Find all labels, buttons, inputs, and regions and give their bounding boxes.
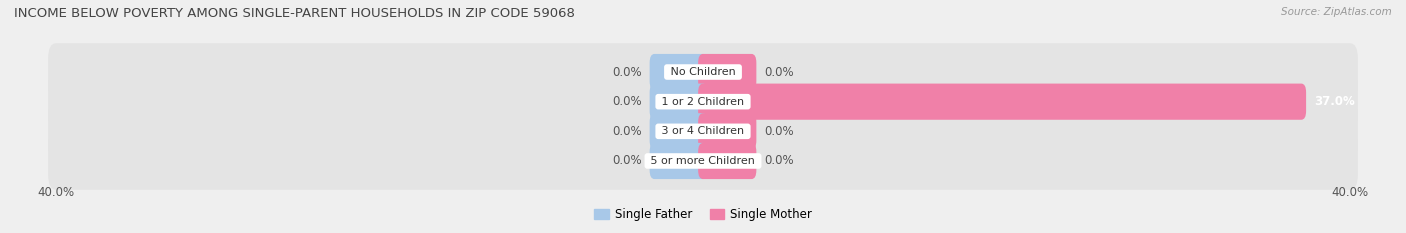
FancyBboxPatch shape [699, 113, 756, 149]
FancyBboxPatch shape [650, 143, 707, 179]
Text: 0.0%: 0.0% [765, 125, 794, 138]
FancyBboxPatch shape [650, 84, 707, 120]
FancyBboxPatch shape [48, 73, 1358, 130]
Legend: Single Father, Single Mother: Single Father, Single Mother [589, 203, 817, 225]
FancyBboxPatch shape [650, 54, 707, 90]
Text: 0.0%: 0.0% [612, 95, 641, 108]
FancyBboxPatch shape [699, 84, 1306, 120]
Text: 5 or more Children: 5 or more Children [647, 156, 759, 166]
Text: 0.0%: 0.0% [612, 154, 641, 168]
Text: 0.0%: 0.0% [612, 65, 641, 79]
Text: Source: ZipAtlas.com: Source: ZipAtlas.com [1281, 7, 1392, 17]
Text: 0.0%: 0.0% [765, 154, 794, 168]
Text: 0.0%: 0.0% [765, 65, 794, 79]
Text: 3 or 4 Children: 3 or 4 Children [658, 126, 748, 136]
Text: INCOME BELOW POVERTY AMONG SINGLE-PARENT HOUSEHOLDS IN ZIP CODE 59068: INCOME BELOW POVERTY AMONG SINGLE-PARENT… [14, 7, 575, 20]
Text: 37.0%: 37.0% [1315, 95, 1355, 108]
FancyBboxPatch shape [48, 43, 1358, 101]
Text: 0.0%: 0.0% [612, 125, 641, 138]
FancyBboxPatch shape [699, 54, 756, 90]
FancyBboxPatch shape [650, 113, 707, 149]
Text: 1 or 2 Children: 1 or 2 Children [658, 97, 748, 107]
FancyBboxPatch shape [48, 132, 1358, 190]
Text: No Children: No Children [666, 67, 740, 77]
FancyBboxPatch shape [48, 103, 1358, 160]
FancyBboxPatch shape [699, 143, 756, 179]
